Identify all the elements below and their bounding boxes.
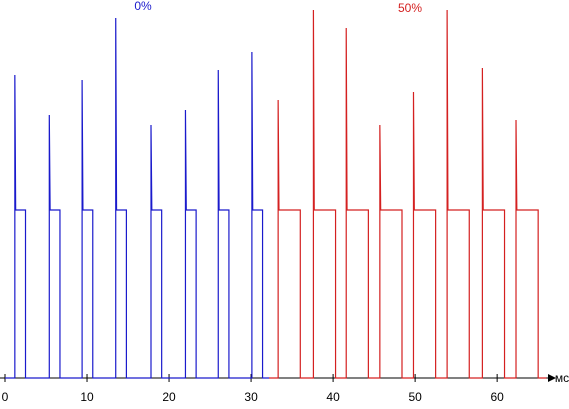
- signal-line: [5, 17, 270, 379]
- series-label: 50%: [398, 1, 422, 15]
- series-label: 0%: [134, 0, 152, 13]
- x-tick-label: 0: [2, 390, 9, 404]
- x-tick-label: 40: [326, 390, 340, 404]
- signal-line: [269, 9, 547, 379]
- axis-arrow: [548, 374, 556, 382]
- x-tick-label: 30: [244, 390, 258, 404]
- x-axis-label: мс: [555, 371, 569, 385]
- x-tick-label: 60: [490, 390, 504, 404]
- x-tick-label: 50: [408, 390, 422, 404]
- x-tick-label: 10: [80, 390, 94, 404]
- x-tick-label: 20: [162, 390, 176, 404]
